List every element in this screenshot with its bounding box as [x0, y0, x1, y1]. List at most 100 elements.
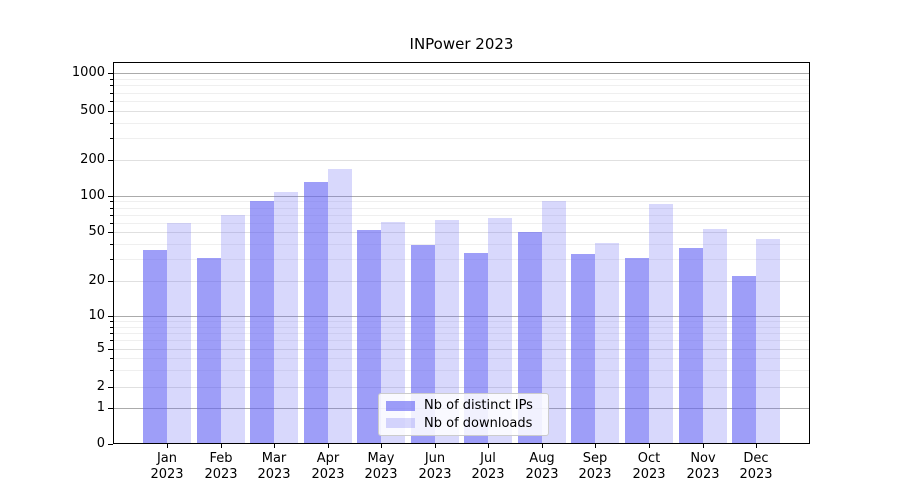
bar-dec-downloads	[756, 239, 780, 444]
x-tickmark	[649, 444, 650, 448]
x-tick-label-may: May 2023	[349, 451, 413, 483]
x-tick-year: 2023	[150, 467, 184, 482]
minor-gridline	[113, 85, 810, 86]
y-minor-tickmark	[110, 321, 113, 322]
x-tickmark	[328, 444, 329, 448]
x-tick-label-aug: Aug 2023	[510, 451, 574, 483]
y-tickmark	[108, 73, 113, 74]
legend-label-distinct-ips: Nb of distinct IPs	[424, 398, 533, 414]
y-tickmark	[108, 444, 113, 445]
x-tick-month: Feb	[209, 451, 233, 466]
minor-gridline	[113, 321, 810, 322]
y-tickmark	[108, 196, 113, 197]
legend-item-distinct-ips: Nb of distinct IPs	[386, 398, 541, 413]
y-minor-tickmark	[110, 259, 113, 260]
y-minor-tickmark	[110, 244, 113, 245]
x-tick-year: 2023	[632, 467, 666, 482]
x-tick-label-nov: Nov 2023	[671, 451, 735, 483]
y-minor-tickmark	[110, 370, 113, 371]
x-tick-year: 2023	[686, 467, 720, 482]
minor-gridline	[113, 370, 810, 371]
major-gridline	[113, 232, 810, 233]
y-minor-tickmark	[110, 138, 113, 139]
bar-mar-downloads	[274, 192, 298, 444]
x-tick-year: 2023	[311, 467, 345, 482]
y-tickmark	[108, 387, 113, 388]
y-tick-label: 0	[96, 436, 105, 451]
minor-gridline	[113, 259, 810, 260]
minor-gridline	[113, 79, 810, 80]
legend-label-downloads: Nb of downloads	[424, 415, 533, 431]
y-tickmark	[108, 316, 113, 317]
y-tickmark	[108, 160, 113, 161]
x-tick-year: 2023	[204, 467, 238, 482]
x-tick-label-oct: Oct 2023	[617, 451, 681, 483]
x-tickmark	[488, 444, 489, 448]
major-gridline	[113, 281, 810, 282]
y-tick-label: 1	[96, 400, 105, 415]
x-tick-month: Sep	[582, 451, 608, 466]
x-tickmark	[274, 444, 275, 448]
y-minor-tickmark	[110, 340, 113, 341]
bar-oct-distinct-ips	[625, 258, 649, 444]
decade-gridline	[113, 316, 810, 317]
y-minor-tickmark	[110, 208, 113, 209]
x-tickmark	[756, 444, 757, 448]
legend: Nb of distinct IPs Nb of downloads	[378, 393, 549, 436]
x-tick-label-jan: Jan 2023	[135, 451, 199, 483]
x-tick-year: 2023	[739, 467, 773, 482]
minor-gridline	[113, 340, 810, 341]
y-tick-label: 200	[80, 152, 105, 167]
x-tick-year: 2023	[525, 467, 559, 482]
y-tickmark	[108, 349, 113, 350]
y-tickmark	[108, 408, 113, 409]
bar-sep-distinct-ips	[571, 254, 595, 444]
x-tick-label-jul: Jul 2023	[456, 451, 520, 483]
minor-gridline	[113, 358, 810, 359]
bar-sep-downloads	[595, 243, 619, 444]
minor-gridline	[113, 101, 810, 102]
x-tickmark	[542, 444, 543, 448]
y-minor-tickmark	[110, 215, 113, 216]
x-tick-label-feb: Feb 2023	[189, 451, 253, 483]
x-tick-year: 2023	[257, 467, 291, 482]
legend-item-downloads: Nb of downloads	[386, 416, 541, 431]
y-minor-tickmark	[110, 201, 113, 202]
x-tick-month: Apr	[316, 451, 340, 466]
y-minor-tickmark	[110, 333, 113, 334]
major-gridline	[113, 111, 810, 112]
y-tick-label: 100	[80, 188, 105, 203]
y-tick-label: 2	[96, 379, 105, 394]
x-tick-month: Mar	[261, 451, 287, 466]
bar-dec-distinct-ips	[732, 276, 756, 444]
legend-swatch-downloads	[386, 418, 415, 429]
bar-jan-downloads	[167, 223, 191, 444]
x-tick-label-dec: Dec 2023	[724, 451, 788, 483]
y-minor-tickmark	[110, 358, 113, 359]
y-minor-tickmark	[110, 93, 113, 94]
minor-gridline	[113, 123, 810, 124]
y-minor-tickmark	[110, 123, 113, 124]
x-tick-month: Jun	[424, 451, 446, 466]
y-tickmark	[108, 281, 113, 282]
x-tickmark	[435, 444, 436, 448]
major-gridline	[113, 349, 810, 350]
minor-gridline	[113, 244, 810, 245]
y-tick-label: 500	[80, 103, 105, 118]
x-tick-label-sep: Sep 2023	[563, 451, 627, 483]
major-gridline	[113, 160, 810, 161]
minor-gridline	[113, 327, 810, 328]
y-minor-tickmark	[110, 327, 113, 328]
x-tick-label-mar: Mar 2023	[242, 451, 306, 483]
bar-apr-distinct-ips	[304, 182, 328, 444]
minor-gridline	[113, 208, 810, 209]
decade-gridline	[113, 73, 810, 74]
x-tick-month: Nov	[690, 451, 716, 466]
decade-gridline	[113, 196, 810, 197]
y-tick-label: 5	[96, 341, 105, 356]
y-tick-label: 1000	[71, 65, 105, 80]
y-tick-label: 20	[88, 273, 105, 288]
x-tickmark	[703, 444, 704, 448]
x-tickmark	[595, 444, 596, 448]
